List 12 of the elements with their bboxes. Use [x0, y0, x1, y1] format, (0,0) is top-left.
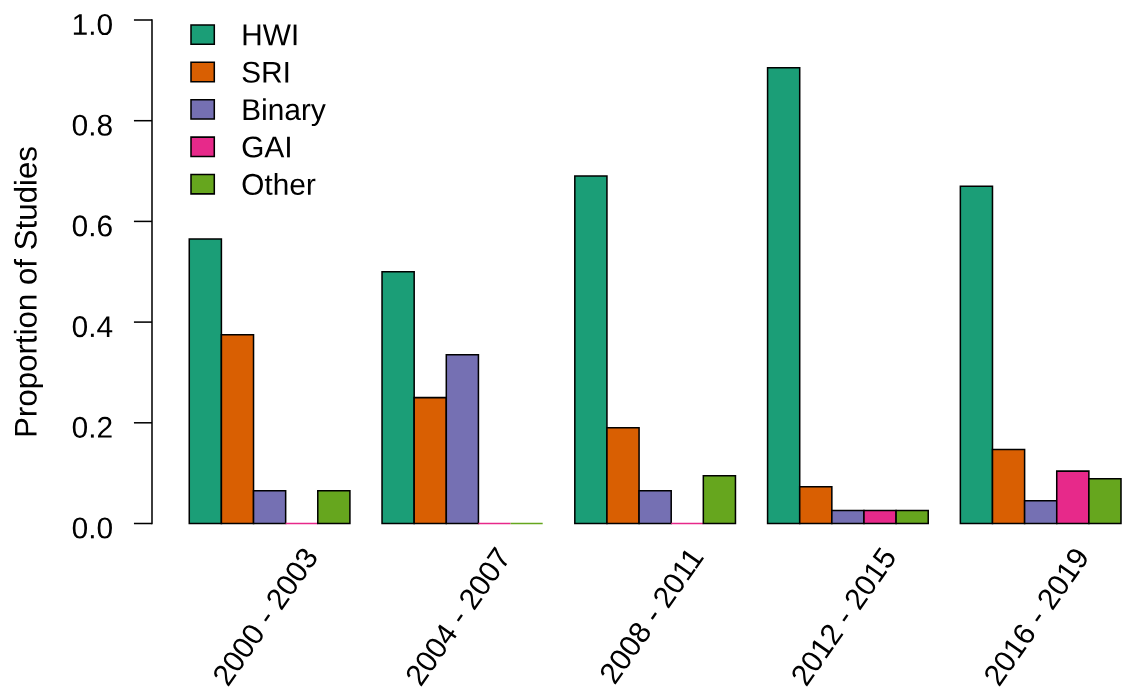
- y-tick-label: 1.0: [73, 13, 112, 36]
- y-tick-label: 0.4: [72, 316, 113, 338]
- legend-label: Binary: [243, 98, 326, 127]
- legend-label: HWI: [243, 24, 297, 46]
- legend-label: Other: [242, 173, 316, 195]
- y-axis-title: Proportion of Studies: [13, 147, 43, 436]
- y-tick-label: 0.0: [72, 517, 112, 539]
- y-tick-label: 0.2: [72, 416, 112, 438]
- legend-label: GAI: [242, 136, 290, 158]
- y-tick-label: 0.6: [72, 215, 112, 237]
- y-tick-label: 0.8: [72, 114, 112, 136]
- legend-label: SRI: [242, 61, 289, 83]
